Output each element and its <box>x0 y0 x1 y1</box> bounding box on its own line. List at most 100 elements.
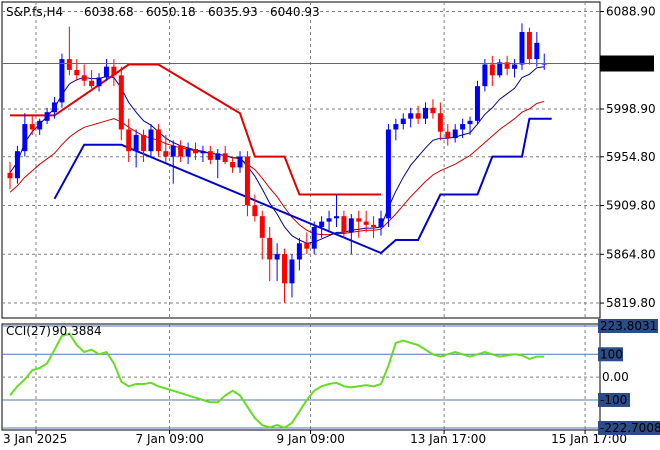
cci-tick-label: -222.7008 <box>600 421 660 435</box>
candle-body <box>141 134 147 152</box>
price-tick-label: 5998.90 <box>606 102 656 116</box>
candle-body <box>497 62 503 76</box>
candle-body <box>66 59 72 70</box>
candle-body <box>348 218 354 233</box>
candle-body <box>378 218 384 227</box>
candle-body <box>445 131 451 139</box>
cci-current-value: 90.3884 <box>52 324 102 338</box>
candle-body <box>22 124 28 152</box>
candle-body <box>437 113 443 132</box>
price-tick-label: 5819.80 <box>606 296 656 310</box>
candle-body <box>460 124 466 130</box>
cci-tick-label: 0.00 <box>602 370 629 384</box>
candle-body <box>81 75 87 81</box>
candle-body <box>400 118 406 125</box>
grid-lines <box>1 1 601 431</box>
candle-body <box>311 227 317 249</box>
candle-body <box>215 153 221 160</box>
candle-body <box>482 64 488 87</box>
candle-body <box>118 75 124 130</box>
candle-body <box>341 216 347 233</box>
time-tick-label: 3 Jan 2025 <box>3 432 67 446</box>
candle-body <box>178 145 184 157</box>
candle-body <box>237 156 243 168</box>
candle-body <box>89 80 95 87</box>
candle-body <box>230 162 236 168</box>
chart-header-low: 6035.93 <box>208 5 258 19</box>
candle-body <box>207 151 213 160</box>
price-panel <box>2 23 600 303</box>
candle-body <box>29 124 35 130</box>
cci-panel-frame <box>1 323 601 431</box>
candle-body <box>363 221 369 225</box>
axes: 6088.90 5998.90 5954.80 5909.80 5864.80 5819.… <box>3 5 660 446</box>
candle-body <box>452 129 458 139</box>
cci-level-tag <box>598 347 623 362</box>
candle-body <box>185 149 191 157</box>
candle-body <box>163 151 169 157</box>
candle-body <box>489 64 495 76</box>
price-tick-label: 5909.80 <box>606 199 656 213</box>
candle-body <box>356 218 362 222</box>
time-tick-label: 15 Jan 17:00 <box>551 432 627 446</box>
candle-body <box>14 151 20 179</box>
price-tick-label: 6088.90 <box>606 5 656 19</box>
candle-body <box>59 59 65 103</box>
candle-body <box>534 42 540 60</box>
candle-body <box>274 254 280 260</box>
candle-body <box>74 69 80 76</box>
candle-body <box>222 153 228 162</box>
candle-body <box>393 124 399 130</box>
chart-header-symbol: S&P.fs,H4 <box>6 5 63 19</box>
price-tick-label: 5954.80 <box>606 150 656 164</box>
chart-header-open: 6038.68 <box>84 5 134 19</box>
candle-body <box>474 86 480 121</box>
candle-body <box>200 151 206 154</box>
candle-body <box>512 64 518 69</box>
candle-body <box>37 120 43 130</box>
candle-body <box>133 134 139 152</box>
time-tick-label: 9 Jan 09:00 <box>277 432 345 446</box>
candle-body <box>385 129 391 219</box>
cci-tick-label: 100 <box>600 347 623 361</box>
candle-body <box>52 102 58 113</box>
cci-panel <box>2 325 600 429</box>
fast-ma-line <box>9 66 545 244</box>
candle-body <box>423 107 429 119</box>
candle-body <box>415 113 421 119</box>
candle-body <box>504 62 510 69</box>
cci-level-tag <box>598 319 658 333</box>
last-price-label: 6040.93 <box>604 56 654 70</box>
candle-body <box>96 77 102 87</box>
candle-body <box>326 218 332 222</box>
candle-body <box>371 224 377 227</box>
candle-body <box>44 112 50 121</box>
candle-body <box>252 205 258 217</box>
cci-indicator-label: CCI(27) <box>6 324 51 338</box>
candle-body <box>430 107 436 114</box>
candle-body <box>408 113 414 119</box>
candle-body <box>155 129 161 152</box>
candle-body <box>296 243 302 260</box>
chart-header-close: 6040.93 <box>270 5 320 19</box>
last-price-box <box>600 55 654 72</box>
candle-body <box>467 120 473 125</box>
candle-body <box>267 237 273 260</box>
trailing-stop-bear <box>10 63 381 196</box>
candle-body <box>289 259 295 284</box>
cci-tick-label: 223.8031 <box>600 319 657 333</box>
candle-body <box>103 66 109 78</box>
price-tick-label: 5864.80 <box>606 247 656 261</box>
candle-body <box>333 216 339 219</box>
cci-level-tag <box>598 421 660 435</box>
cci-line <box>9 332 545 429</box>
candle-body <box>244 156 250 206</box>
cci-tick-label: -100 <box>600 393 627 407</box>
time-tick-label: 7 Jan 09:00 <box>136 432 204 446</box>
candle-body <box>126 129 132 152</box>
candle-body <box>319 221 325 227</box>
candle-body <box>148 129 154 152</box>
candle-body <box>282 254 288 284</box>
candle-body <box>526 32 532 60</box>
chart-header-high: 6050.18 <box>146 5 196 19</box>
